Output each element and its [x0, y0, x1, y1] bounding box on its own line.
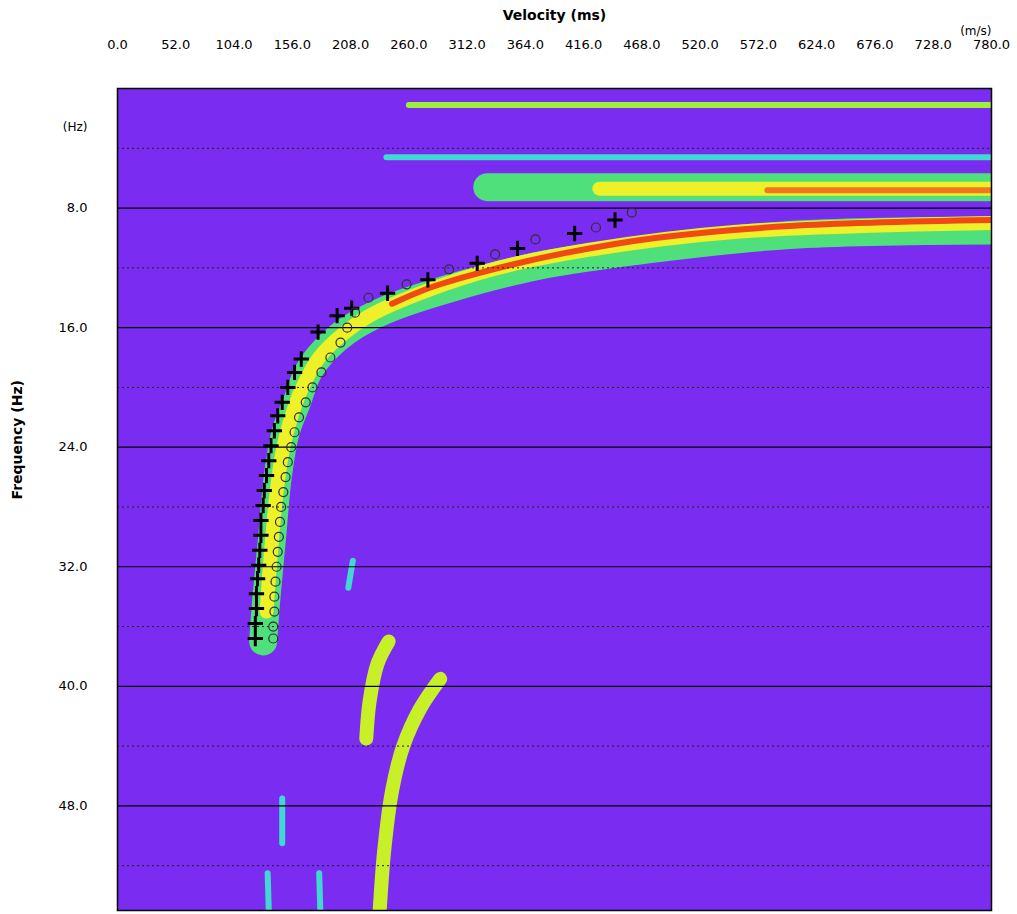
svg-text:104.0: 104.0	[215, 37, 252, 52]
svg-text:468.0: 468.0	[623, 37, 660, 52]
svg-text:364.0: 364.0	[507, 37, 544, 52]
svg-text:8.0: 8.0	[67, 200, 88, 215]
svg-text:Velocity (ms): Velocity (ms)	[503, 7, 607, 23]
svg-text:52.0: 52.0	[161, 37, 190, 52]
svg-text:624.0: 624.0	[798, 37, 835, 52]
svg-text:0.0: 0.0	[107, 37, 128, 52]
svg-text:40.0: 40.0	[59, 678, 88, 693]
svg-text:48.0: 48.0	[59, 798, 88, 813]
svg-text:Frequency (Hz): Frequency (Hz)	[9, 380, 25, 499]
svg-text:(m/s): (m/s)	[960, 24, 991, 38]
svg-text:24.0: 24.0	[59, 439, 88, 454]
svg-text:780.0: 780.0	[973, 37, 1010, 52]
svg-text:208.0: 208.0	[332, 37, 369, 52]
svg-text:416.0: 416.0	[565, 37, 602, 52]
svg-text:572.0: 572.0	[740, 37, 777, 52]
svg-text:728.0: 728.0	[915, 37, 952, 52]
svg-text:156.0: 156.0	[274, 37, 311, 52]
svg-text:(Hz): (Hz)	[63, 120, 88, 134]
svg-text:16.0: 16.0	[59, 320, 88, 335]
svg-text:260.0: 260.0	[390, 37, 427, 52]
svg-text:676.0: 676.0	[856, 37, 893, 52]
svg-text:520.0: 520.0	[682, 37, 719, 52]
svg-text:312.0: 312.0	[448, 37, 485, 52]
svg-text:32.0: 32.0	[59, 559, 88, 574]
